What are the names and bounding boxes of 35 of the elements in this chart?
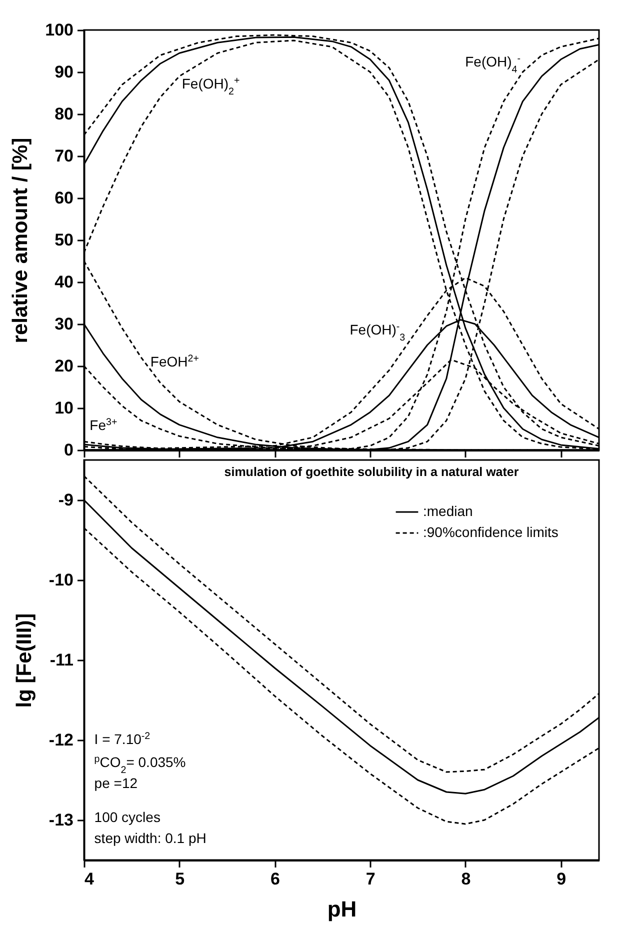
y-tick-label: -12 — [48, 730, 74, 750]
y-tick-label: 90 — [54, 62, 74, 82]
legend-label: :median — [423, 503, 473, 519]
x-tick-label: 9 — [556, 870, 566, 888]
y-tick-label: -9 — [58, 490, 74, 510]
annotation: 100 cycles — [94, 809, 160, 825]
annotation: I = 7.10$^{-2}$ — [94, 730, 150, 747]
x-tick-label: 8 — [461, 870, 471, 888]
annotation: pe =12 — [94, 775, 138, 791]
annotation: $^{p}$CO$_{2}$= 0.035% — [94, 753, 186, 776]
y-axis-title: lg [Fe(III)] — [12, 613, 36, 708]
y-tick-label: 30 — [54, 314, 74, 334]
y-tick-label: 80 — [54, 104, 74, 124]
y-tick-label: 100 — [45, 20, 74, 40]
annotation: Fe$^{3+}$ — [90, 416, 118, 434]
y-tick-label: 40 — [54, 272, 74, 292]
y-tick-label: -10 — [48, 570, 74, 590]
annotation: step width: 0.1 pH — [94, 830, 206, 846]
legend-label: :90%confidence limits — [423, 524, 558, 540]
y-axis-title: relative amount / [%] — [9, 138, 32, 344]
y-tick-label: 20 — [54, 356, 74, 376]
x-axis-title: pH — [327, 896, 357, 922]
y-tick-label: -11 — [50, 650, 74, 670]
x-tick-label: 7 — [366, 870, 376, 888]
annotation: FeOH$^{2+}$ — [150, 353, 200, 370]
x-tick-label: 4 — [84, 870, 94, 888]
y-tick-label: 60 — [54, 188, 74, 208]
x-tick-label: 6 — [270, 870, 280, 888]
y-tick-label: 50 — [54, 230, 74, 250]
y-tick-label: 0 — [64, 440, 74, 460]
chart-title: simulation of goethite solubility in a natural water — [224, 465, 519, 479]
y-tick-label: 10 — [54, 398, 74, 418]
y-tick-label: -13 — [48, 810, 74, 830]
x-tick-label: 5 — [175, 870, 185, 888]
y-tick-label: 70 — [54, 146, 74, 166]
